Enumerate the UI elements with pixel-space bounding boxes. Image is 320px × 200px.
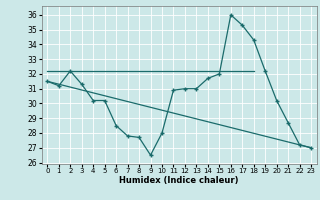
X-axis label: Humidex (Indice chaleur): Humidex (Indice chaleur): [119, 176, 239, 185]
